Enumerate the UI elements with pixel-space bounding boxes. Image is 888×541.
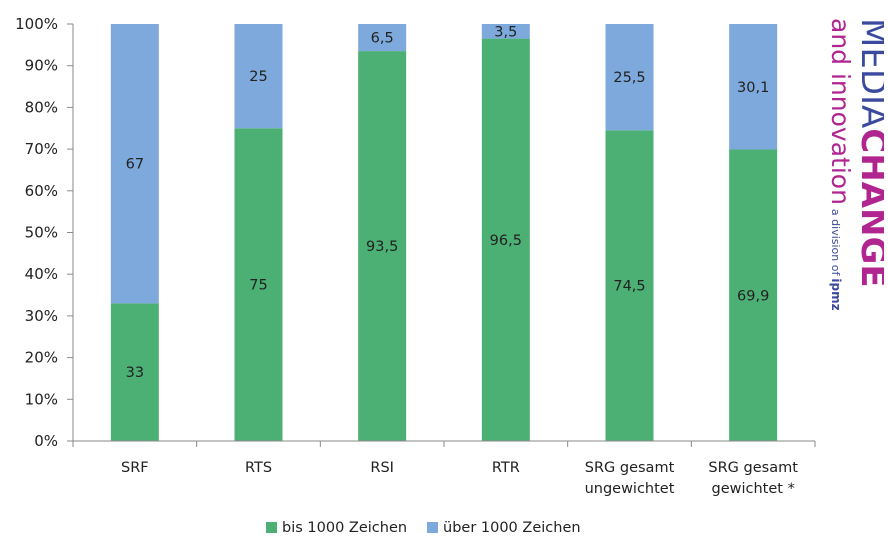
bar-segment: [729, 24, 778, 150]
category-label: SRG gesamt: [708, 460, 798, 476]
data-label: 30,1: [737, 80, 769, 96]
y-tick-label: 70%: [25, 140, 58, 158]
data-label: 25: [249, 69, 267, 85]
legend-swatch: [427, 522, 438, 533]
data-label: 3,5: [494, 24, 517, 40]
bar-segment: [234, 24, 283, 129]
media-change-logo: MEDIACHANGE and innovationa division ofi…: [826, 18, 884, 311]
category-label: RTS: [245, 460, 272, 476]
y-tick-label: 50%: [25, 224, 58, 242]
y-tick-label: 100%: [15, 15, 58, 33]
bar-segment: [605, 24, 654, 131]
data-label: 33: [126, 365, 144, 381]
bar-segment: [481, 38, 530, 441]
category-label: gewichtet *: [712, 481, 795, 497]
logo-innovation-text: and innovationa division ofipmz: [826, 18, 855, 311]
y-tick-label: 90%: [25, 57, 58, 75]
data-label: 69,9: [737, 288, 769, 304]
category-labels: SRF RTS RSI RTR SRG gesamt ungewichtet SRG ges…: [121, 460, 798, 497]
legend-label: bis 1000 Zeichen: [282, 520, 407, 536]
data-labels: 33 67 75 25 93,5 6,5 96,5 3,5 74,5 25,5 69,9 30,1: [126, 24, 770, 381]
y-axis-ticks: 0% 10% 20% 30% 40% 50% 60% 70% 80% 90% 100%: [15, 15, 73, 450]
category-label: RTR: [492, 460, 520, 476]
data-label: 67: [126, 157, 144, 173]
logo-media-text: MEDIACHANGE: [853, 18, 884, 288]
data-label: 25,5: [613, 70, 645, 86]
bar-segment: [729, 149, 778, 441]
bar-segment: [234, 128, 283, 441]
y-tick-label: 0%: [34, 432, 58, 450]
y-tick-label: 10%: [25, 390, 58, 408]
data-label: 74,5: [613, 279, 645, 295]
bar-segment: [358, 24, 407, 52]
data-label: 93,5: [366, 239, 398, 255]
bar-segment: [110, 303, 159, 441]
legend: bis 1000 Zeichen über 1000 Zeichen: [266, 520, 581, 536]
bar-segment: [605, 130, 654, 441]
category-label: ungewichtet: [585, 481, 675, 497]
legend-swatch: [266, 522, 277, 533]
bar-segment: [110, 24, 159, 304]
category-label: SRF: [121, 460, 149, 476]
category-label: SRG gesamt: [585, 460, 675, 476]
bar-segment: [358, 51, 407, 441]
y-tick-label: 40%: [25, 265, 58, 283]
bars: [110, 24, 778, 441]
y-tick-label: 60%: [25, 182, 58, 200]
x-axis: [72, 24, 816, 447]
bar-segment: [481, 24, 530, 39]
data-label: 75: [249, 278, 267, 294]
data-label: 6,5: [371, 31, 394, 47]
y-tick-label: 80%: [25, 98, 58, 116]
data-label: 96,5: [490, 233, 522, 249]
legend-label: über 1000 Zeichen: [443, 520, 581, 536]
y-tick-label: 20%: [25, 349, 58, 367]
y-tick-label: 30%: [25, 307, 58, 325]
category-label: RSI: [370, 460, 394, 476]
